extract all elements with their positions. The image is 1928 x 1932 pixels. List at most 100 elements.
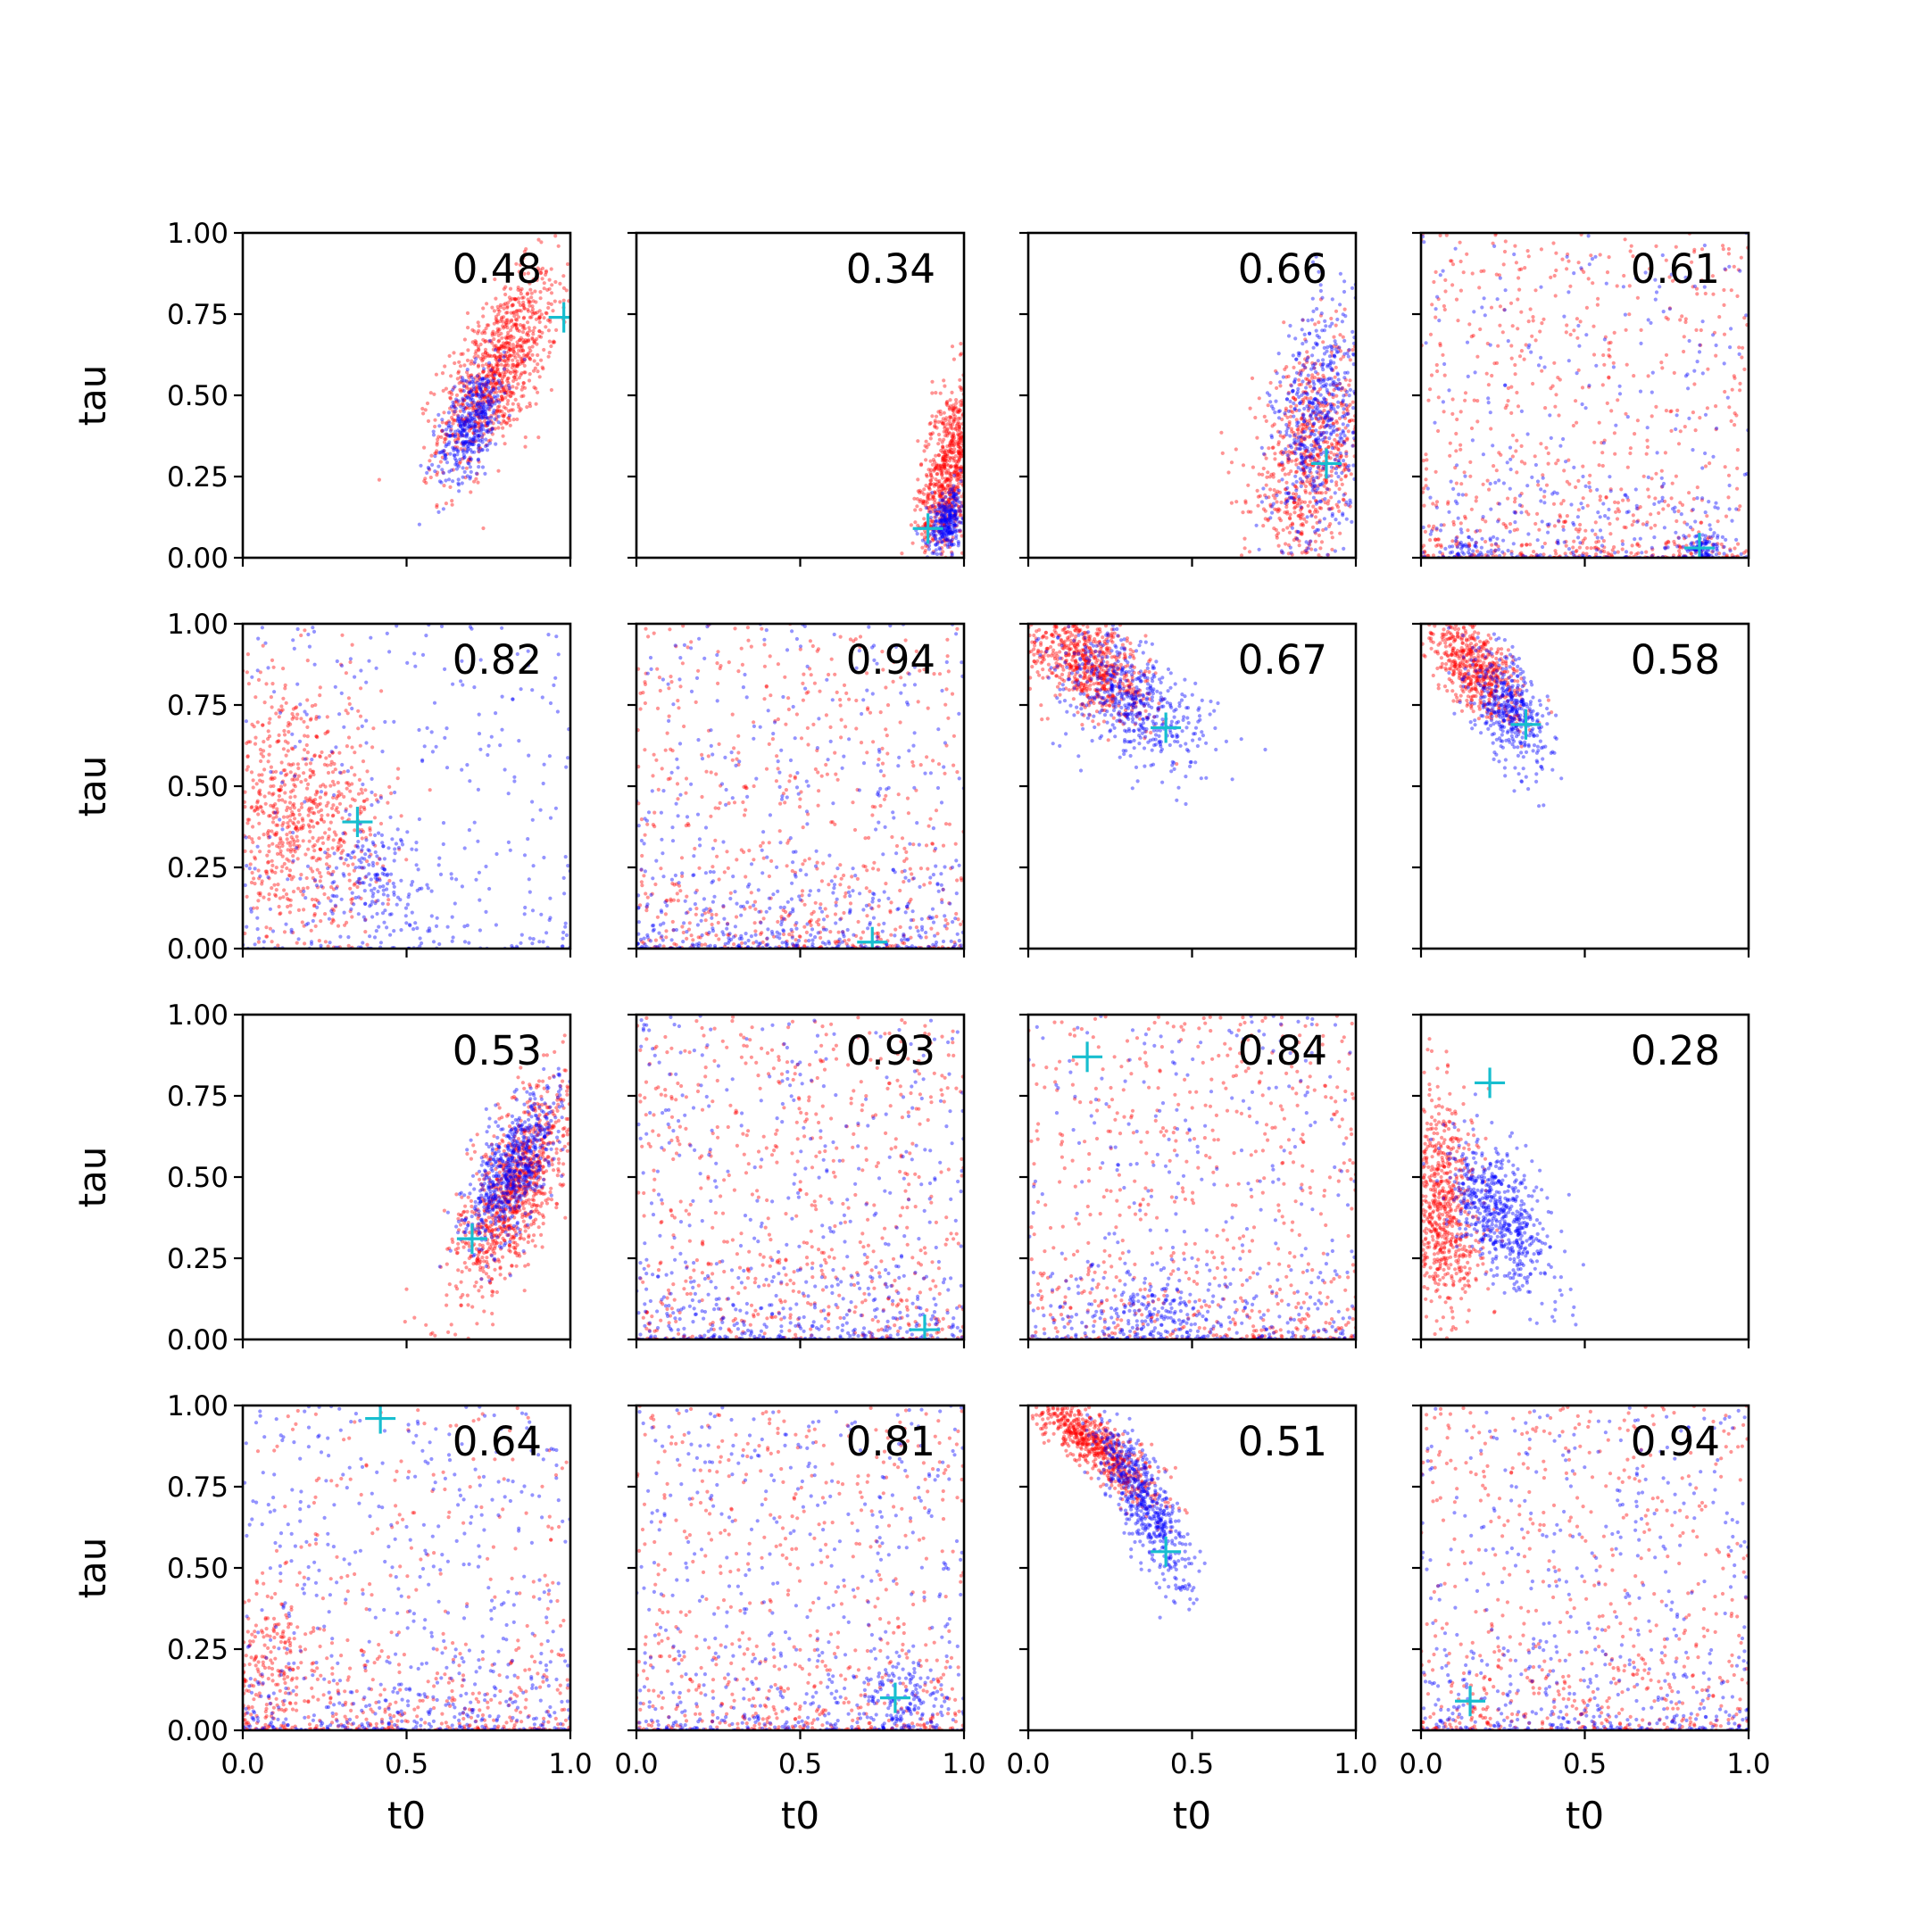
blue-point [1327, 436, 1331, 440]
red-point [1249, 510, 1252, 514]
blue-point [1489, 482, 1492, 485]
blue-point [1307, 381, 1310, 385]
red-point [319, 875, 322, 878]
blue-point [1348, 394, 1351, 397]
red-point [1736, 448, 1740, 452]
red-point [1350, 472, 1353, 476]
red-point [1510, 357, 1514, 361]
red-point [1243, 546, 1247, 550]
blue-point [1307, 374, 1310, 377]
blue-point [463, 470, 467, 474]
blue-point [442, 507, 445, 510]
blue-point [932, 534, 935, 537]
blue-point [1305, 392, 1309, 395]
blue-point [1301, 363, 1305, 367]
red-point [337, 781, 340, 784]
blue-point [1508, 458, 1512, 461]
red-point [1640, 328, 1643, 332]
blue-point [1331, 381, 1334, 385]
y-tick-label: 0.25 [167, 461, 229, 493]
red-point [1608, 355, 1612, 359]
blue-point [934, 537, 937, 541]
blue-point [1342, 422, 1345, 426]
red-point [1551, 385, 1555, 388]
blue-point [1333, 353, 1336, 357]
red-point [1265, 456, 1268, 460]
red-point [1443, 308, 1447, 311]
red-point [541, 366, 544, 369]
blue-point [1294, 358, 1298, 361]
red-point [1448, 454, 1451, 458]
blue-point [1721, 535, 1724, 539]
red-point [515, 327, 519, 330]
blue-point [464, 435, 468, 438]
red-point [1305, 350, 1309, 353]
red-point [1533, 288, 1537, 292]
blue-point [1480, 305, 1483, 309]
red-point [1722, 303, 1725, 307]
blue-point [1284, 433, 1288, 436]
red-point [925, 440, 928, 444]
red-point [1730, 288, 1733, 292]
blue-point [1300, 505, 1303, 509]
red-point [353, 773, 356, 776]
blue-point [1487, 401, 1491, 404]
blue-point [445, 432, 448, 435]
red-point [1265, 484, 1268, 487]
red-point [1330, 531, 1334, 535]
blue-point [1301, 379, 1304, 383]
red-point [296, 887, 300, 891]
blue-point [445, 460, 449, 464]
blue-point [1626, 415, 1630, 419]
blue-point [449, 434, 453, 437]
red-point [534, 386, 537, 390]
red-point [1230, 502, 1234, 505]
blue-point [508, 414, 511, 418]
panel-value-label: 0.48 [453, 245, 542, 293]
blue-point [1313, 387, 1317, 391]
red-point [524, 435, 528, 439]
red-point [1317, 455, 1321, 459]
red-point [1292, 506, 1296, 510]
blue-point [1486, 396, 1490, 400]
blue-point [473, 410, 477, 413]
red-point [1608, 348, 1611, 352]
blue-point [1512, 542, 1516, 545]
red-point [539, 359, 543, 362]
blue-point [461, 450, 465, 453]
red-point [1292, 396, 1295, 400]
blue-point [941, 535, 944, 539]
blue-point [419, 464, 422, 468]
red-point [518, 354, 521, 358]
red-point [1324, 501, 1327, 504]
red-point [518, 376, 521, 379]
red-point [526, 320, 529, 324]
red-point [331, 846, 335, 850]
blue-point [1301, 455, 1304, 459]
blue-point [1591, 257, 1594, 261]
red-point [1318, 546, 1322, 550]
red-point [949, 398, 952, 402]
red-point [1304, 377, 1308, 380]
red-point [1513, 500, 1517, 503]
blue-point [1526, 345, 1530, 349]
red-point [566, 262, 569, 266]
red-point [1279, 434, 1283, 437]
blue-point [1450, 551, 1454, 554]
blue-point [1542, 477, 1545, 480]
red-point [1626, 466, 1630, 469]
red-point [462, 363, 466, 367]
blue-point [461, 399, 465, 402]
red-point [311, 836, 314, 840]
blue-point [491, 378, 494, 382]
blue-point [1344, 403, 1348, 407]
red-point [1680, 314, 1683, 318]
blue-point [927, 543, 931, 547]
red-point [1275, 500, 1278, 503]
red-point [509, 424, 512, 427]
red-point [504, 407, 508, 410]
red-point [1296, 428, 1300, 432]
red-point [1560, 258, 1564, 261]
blue-point [1260, 500, 1264, 503]
red-point [1607, 341, 1610, 344]
